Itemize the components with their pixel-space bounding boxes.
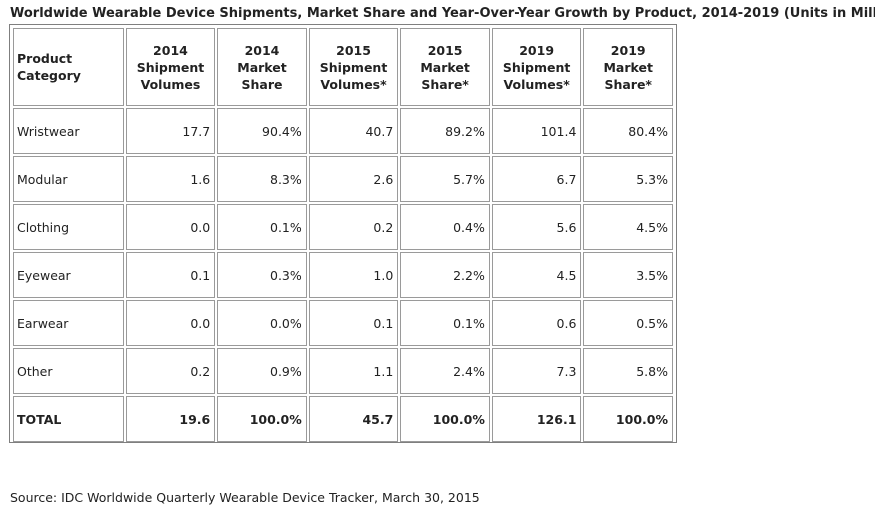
table-cell: 101.4 [491,108,582,154]
table-cell: 0.2 [308,204,399,250]
table-cell: 0.6 [491,300,582,346]
table-cell: 0.9% [217,348,307,394]
table-cell: 5.6 [491,204,582,250]
table-row-eyewear: Eyewear 0.1 0.3% 1.0 2.2% 4.5 3.5% [13,252,673,298]
row-label: Eyewear [13,252,124,298]
table-cell: 100.0% [217,396,307,442]
table-cell: 5.8% [583,348,673,394]
table-cell: 4.5% [583,204,673,250]
table-cell: 90.4% [217,108,307,154]
table-cell: 100.0% [583,396,673,442]
column-header-2015-market-share: 2015 Market Share* [400,28,490,106]
table-row-modular: Modular 1.6 8.3% 2.6 5.7% 6.7 5.3% [13,156,673,202]
table-cell: 1.0 [308,252,399,298]
column-header-2015-shipment-volumes: 2015 Shipment Volumes* [308,28,399,106]
data-table-frame: Product Category 2014 Shipment Volumes 2… [9,24,677,443]
table-row-wristwear: Wristwear 17.7 90.4% 40.7 89.2% 101.4 80… [13,108,673,154]
table-cell: 8.3% [217,156,307,202]
table-cell: 0.2 [125,348,216,394]
row-label: Other [13,348,124,394]
header-row: Product Category 2014 Shipment Volumes 2… [13,28,673,106]
table-cell: 1.6 [125,156,216,202]
column-header-2014-market-share: 2014 Market Share [217,28,307,106]
table-cell: 45.7 [308,396,399,442]
table-cell: 0.1% [217,204,307,250]
table-cell: 0.1 [125,252,216,298]
table-cell: 2.2% [400,252,490,298]
row-label: Modular [13,156,124,202]
table-cell: 0.4% [400,204,490,250]
row-label: Earwear [13,300,124,346]
table-cell: 80.4% [583,108,673,154]
table-cell: 0.0% [217,300,307,346]
table-title: Worldwide Wearable Device Shipments, Mar… [10,6,875,21]
source-note: Source: IDC Worldwide Quarterly Wearable… [10,490,480,505]
table-cell: 2.6 [308,156,399,202]
table-cell: 0.5% [583,300,673,346]
table-cell: 6.7 [491,156,582,202]
column-header-2014-shipment-volumes: 2014 Shipment Volumes [125,28,216,106]
row-label: Wristwear [13,108,124,154]
table-cell: 40.7 [308,108,399,154]
shipments-table: Product Category 2014 Shipment Volumes 2… [11,26,675,444]
table-cell: 7.3 [491,348,582,394]
table-row-total: TOTAL 19.6 100.0% 45.7 100.0% 126.1 100.… [13,396,673,442]
column-header-2019-shipment-volumes: 2019 Shipment Volumes* [491,28,582,106]
table-cell: 100.0% [400,396,490,442]
table-cell: 0.1 [308,300,399,346]
row-label: TOTAL [13,396,124,442]
table-cell: 2.4% [400,348,490,394]
column-header-2019-market-share: 2019 Market Share* [583,28,673,106]
column-header-product-category: Product Category [13,28,124,106]
table-row-other: Other 0.2 0.9% 1.1 2.4% 7.3 5.8% [13,348,673,394]
table-cell: 17.7 [125,108,216,154]
table-cell: 0.0 [125,300,216,346]
table-cell: 126.1 [491,396,582,442]
table-cell: 0.3% [217,252,307,298]
table-cell: 0.1% [400,300,490,346]
table-cell: 5.3% [583,156,673,202]
row-label: Clothing [13,204,124,250]
table-cell: 4.5 [491,252,582,298]
table-cell: 89.2% [400,108,490,154]
table-cell: 0.0 [125,204,216,250]
table-cell: 19.6 [125,396,216,442]
table-cell: 3.5% [583,252,673,298]
table-cell: 1.1 [308,348,399,394]
table-cell: 5.7% [400,156,490,202]
table-row-clothing: Clothing 0.0 0.1% 0.2 0.4% 5.6 4.5% [13,204,673,250]
table-row-earwear: Earwear 0.0 0.0% 0.1 0.1% 0.6 0.5% [13,300,673,346]
